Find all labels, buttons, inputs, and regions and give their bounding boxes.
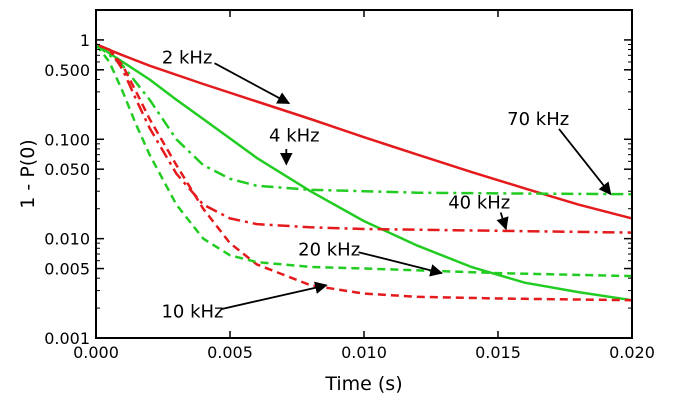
y-axis-label: 1 - P(0) [17,139,39,208]
series-line-5 [95,43,633,278]
x-tick-label: 0.015 [475,343,521,362]
x-tick-label: 0.005 [207,343,253,362]
series-line-4 [95,43,633,302]
x-axis-label: Time (s) [324,373,402,395]
annotation-label: 2 kHz [162,47,213,68]
x-tick-label: 0.020 [609,343,655,362]
annotation-label: 4 kHz [269,125,320,146]
y-tick-label: 1 [80,31,90,50]
y-tick-label: 0.001 [44,329,90,348]
annotation-arrow [221,281,328,310]
y-tick-label: 0.050 [44,160,90,179]
annotation-label: 10 kHz [161,302,223,323]
series-layer [95,43,633,302]
series-line-1 [95,43,633,302]
annotation-label: 20 kHz [298,239,360,260]
y-tick-label: 0.005 [44,260,90,279]
y-tick-label: 0.010 [44,230,90,249]
annotation-arrow [358,251,443,277]
annotation-label: 40 kHz [448,193,510,214]
y-tick-label: 0.100 [44,130,90,149]
annotation-label: 70 kHz [507,109,569,130]
x-tick-label: 0.010 [341,343,387,362]
annotation-arrow [558,128,612,196]
annotation-arrow [496,212,509,231]
series-line-0 [95,43,633,220]
x-tick-label: 0.000 [73,343,119,362]
annotation-arrow [214,62,291,105]
series-line-3 [95,43,633,234]
annotation-layer: 2 kHz 4 kHz 70 kHz 40 kHz 20 kHz 10 kHz [161,47,612,323]
y-tick-label: 0.500 [44,61,90,80]
series-line-2 [95,43,633,196]
tick-layer: 0.000 0.005 0.010 0.015 0.020 1 0.500 0.100 0.05… [44,10,655,362]
